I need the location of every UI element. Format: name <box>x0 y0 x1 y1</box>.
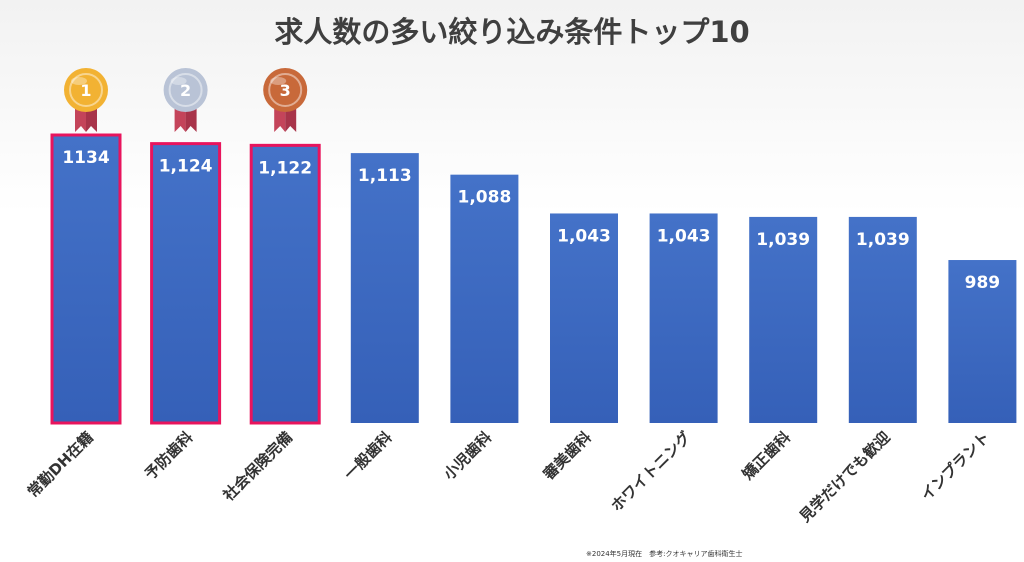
value-label-1: 1134 <box>62 148 109 168</box>
chart-title: 求人数の多い絞り込み条件トップ10 <box>274 15 749 49</box>
value-label-9: 1,039 <box>856 230 910 250</box>
category-label-3: 社会保険完備 <box>219 428 296 505</box>
bar-3 <box>249 143 321 425</box>
value-label-3: 1,122 <box>258 158 312 178</box>
value-label-5: 1,088 <box>458 188 512 208</box>
category-label-10: インプラント <box>917 428 993 504</box>
category-label-9: 見学だけでも歓迎 <box>795 428 893 526</box>
category-label-8: 矯正歯科 <box>739 428 794 483</box>
svg-text:1: 1 <box>80 81 91 100</box>
bar-7 <box>649 213 718 423</box>
bar-1 <box>50 133 122 425</box>
medal-3: 3 <box>263 68 308 132</box>
value-label-4: 1,113 <box>358 166 412 186</box>
bar-2 <box>150 142 222 425</box>
value-label-6: 1,043 <box>557 226 611 246</box>
bars: 1134 1,124 1,122 1,113 1,088 1,043 1,043 1,039 1… <box>50 133 1017 425</box>
category-label-7: ホワイトニング <box>607 428 694 515</box>
category-labels: 常勤DH在籍 予防歯科 社会保険完備 一般歯科 小児歯科 審美歯科 ホワイトニング 矯正歯科見… <box>24 428 993 526</box>
bar-4 <box>350 153 419 423</box>
svg-text:3: 3 <box>280 81 291 100</box>
category-label-4: 一般歯科 <box>340 428 395 483</box>
bar-6 <box>550 213 618 423</box>
value-label-8: 1,039 <box>756 230 810 250</box>
bar-8 <box>749 216 818 423</box>
value-label-10: 989 <box>965 273 1001 293</box>
bar-9 <box>848 216 917 423</box>
value-label-2: 1,124 <box>159 157 213 177</box>
footnote: ※2024年5月現在 参考:クオキャリア歯科衛生士 <box>586 549 743 558</box>
category-label-1: 常勤DH在籍 <box>24 428 97 501</box>
medals: 1 2 3 <box>64 68 308 132</box>
value-label-7: 1,043 <box>657 226 711 246</box>
category-label-5: 小児歯科 <box>440 428 495 483</box>
category-label-6: 審美歯科 <box>539 428 595 484</box>
svg-text:2: 2 <box>180 81 191 100</box>
bar-10 <box>948 260 1017 423</box>
category-label-2: 予防歯科 <box>141 428 196 483</box>
medal-1: 1 <box>64 68 108 132</box>
medal-2: 2 <box>163 68 208 132</box>
bar-5 <box>450 174 519 423</box>
